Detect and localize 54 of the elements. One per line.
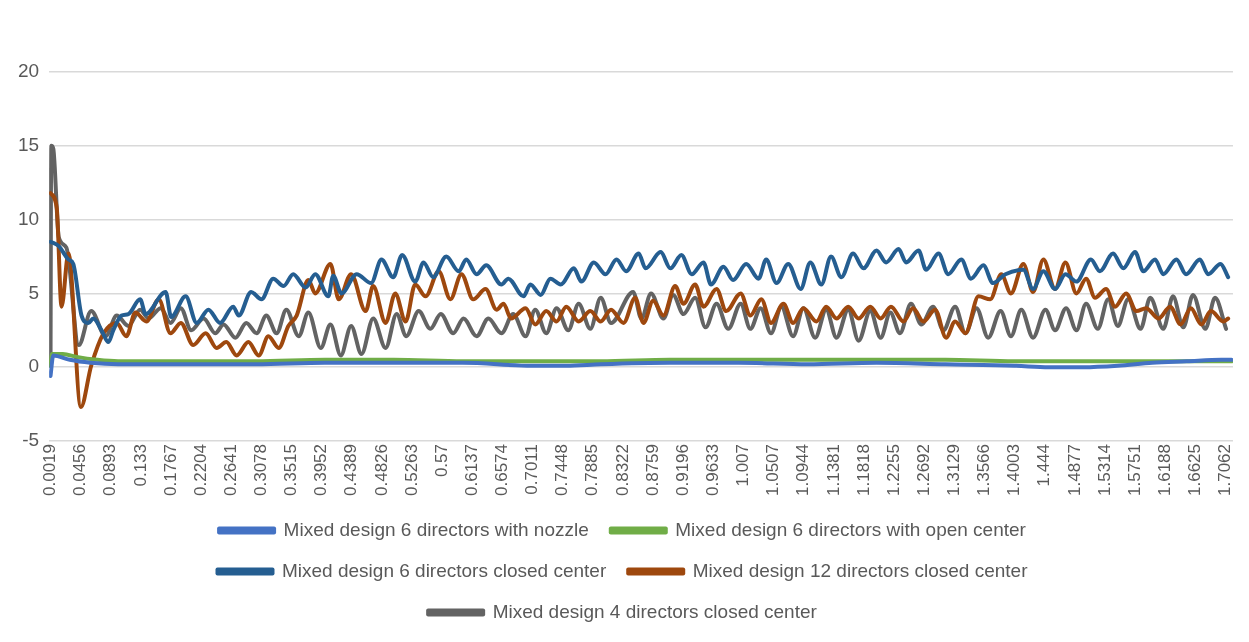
x-tick-label: 0.0456 [70,444,90,496]
x-tick-label: 0.7885 [582,444,602,496]
x-tick-label: 0.6574 [492,444,512,496]
x-tick-label: 1.444 [1034,444,1054,487]
x-tick-label: 0.133 [130,444,150,487]
x-tick-label: 0.8322 [612,444,632,496]
x-tick-label: 0.3078 [251,444,271,496]
x-tick-label: 0.0893 [100,444,120,496]
y-tick-label: 5 [28,281,40,303]
x-tick-label: 1.6188 [1154,444,1174,496]
x-tick-label: 1.007 [733,444,753,487]
line-series [49,239,1231,345]
x-tick-label: 0.4389 [341,444,361,496]
x-tick-label: 1.2692 [913,444,933,496]
legend-label: Mixed design 4 directors closed center [492,600,818,622]
x-tick-label: 0.0019 [40,444,60,496]
x-tick-label: 1.3129 [944,444,964,496]
line-series [49,191,1231,410]
x-tick-label: 0.2204 [190,444,210,496]
x-tick-label: 1.3566 [974,444,994,496]
x-tick-label: 1.6625 [1185,444,1205,496]
x-tick-label: 1.4003 [1004,444,1024,496]
y-tick-label: 10 [17,207,40,229]
legend-label: Mixed design 6 directors closed center [282,559,607,581]
y-tick-label: -5 [22,429,40,451]
legend-label: Mixed design 6 directors with nozzle [283,518,589,540]
x-tick-label: 0.3952 [311,444,331,496]
x-tick-label: 0.3515 [281,444,301,496]
x-tick-label: 1.7062 [1215,444,1235,496]
x-tick-label: 0.7448 [552,444,572,496]
x-tick-label: 1.5314 [1094,444,1114,496]
x-tick-label: 0.8759 [642,444,662,496]
x-tick-label: 0.9196 [672,444,692,496]
legend-label: Mixed design 6 directors with open center [675,518,1027,540]
y-tick-label: 0 [28,355,40,377]
x-tick-label: 0.7011 [522,444,542,495]
x-tick-label: 0.5263 [401,444,421,496]
x-tick-label: 0.2641 [220,444,240,496]
x-tick-label: 1.1381 [823,444,843,496]
x-tick-label: 1.2255 [883,444,903,496]
legend-label: Mixed design 12 directors closed center [692,559,1029,581]
x-tick-label: 0.6137 [461,444,481,496]
x-tick-label: 1.5751 [1124,444,1144,496]
x-tick-label: 0.4826 [371,444,391,496]
x-tick-label: 0.1767 [160,444,180,496]
line-series [49,353,1233,379]
x-tick-label: 0.9633 [703,444,722,496]
x-tick-label: 1.0507 [763,444,783,496]
x-tick-label: 1.1818 [853,444,873,496]
x-tick-label: 1.4877 [1064,444,1084,496]
x-tick-label: 1.0944 [793,444,813,496]
y-tick-label: 15 [17,134,40,156]
y-tick-label: 20 [17,60,40,82]
x-tick-label: 0.57 [431,444,451,478]
